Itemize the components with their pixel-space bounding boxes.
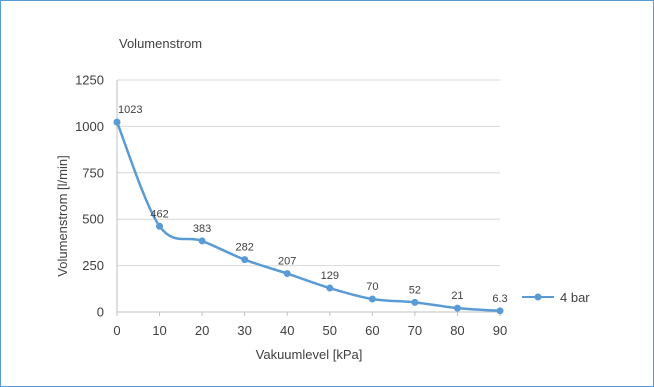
legend-marker xyxy=(534,293,542,301)
y-axis-label: Volumenstrom [l/min] xyxy=(55,155,70,276)
data-point xyxy=(368,295,376,303)
data-point xyxy=(411,298,419,306)
series-line xyxy=(115,121,501,313)
x-tick-label: 40 xyxy=(280,323,294,338)
data-point xyxy=(453,304,461,312)
data-label: 462 xyxy=(150,208,168,220)
data-label: 282 xyxy=(235,242,253,254)
y-tick-label: 0 xyxy=(97,305,104,320)
data-label: 6.3 xyxy=(492,293,507,305)
data-label: 129 xyxy=(321,270,339,282)
data-point xyxy=(283,270,291,278)
data-point xyxy=(326,284,334,292)
data-label: 52 xyxy=(409,284,421,296)
y-tick-label: 250 xyxy=(82,258,104,273)
data-point xyxy=(496,307,504,315)
x-tick-label: 90 xyxy=(493,323,507,338)
x-tick-label: 50 xyxy=(323,323,337,338)
x-tick-label: 30 xyxy=(237,323,251,338)
y-tick-label: 500 xyxy=(82,212,104,227)
data-point xyxy=(113,118,121,126)
x-tick-label: 80 xyxy=(450,323,464,338)
x-tick-label: 70 xyxy=(408,323,422,338)
chart-title: Volumenstrom xyxy=(119,36,202,51)
legend: 4 bar xyxy=(522,290,590,305)
data-point xyxy=(156,222,164,230)
y-tick-label: 750 xyxy=(82,165,104,180)
data-point xyxy=(241,256,249,264)
x-tick-label: 60 xyxy=(365,323,379,338)
data-point xyxy=(198,237,206,245)
data-label: 70 xyxy=(366,281,378,293)
data-label: 1023 xyxy=(118,104,142,116)
x-axis-label: Vakuumlevel [kPa] xyxy=(256,347,363,362)
y-tick-label: 1000 xyxy=(75,119,104,134)
data-label: 383 xyxy=(193,223,211,235)
x-tick-label: 0 xyxy=(113,323,120,338)
data-label: 21 xyxy=(451,290,463,302)
y-tick-label: 1250 xyxy=(75,73,104,88)
data-label: 207 xyxy=(278,256,296,268)
x-tick-label: 20 xyxy=(195,323,209,338)
legend-label: 4 bar xyxy=(560,290,590,305)
x-tick-label: 10 xyxy=(152,323,166,338)
